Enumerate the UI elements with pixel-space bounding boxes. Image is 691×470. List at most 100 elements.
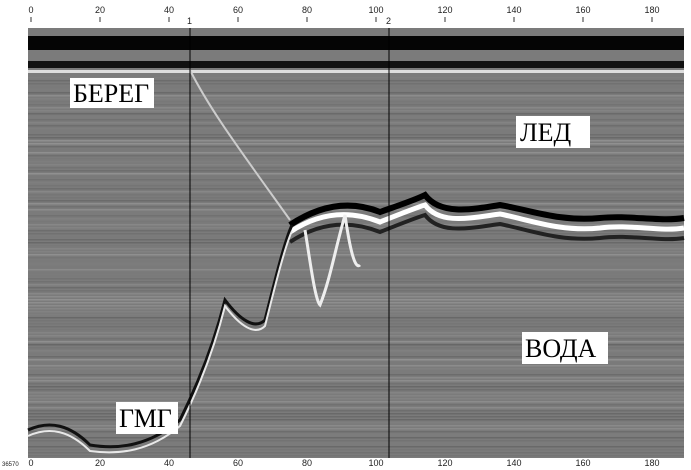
- stripe: [28, 311, 684, 313]
- top-tick-label: 140: [506, 5, 521, 15]
- top-tick-label: 80: [302, 5, 312, 15]
- stripe: [28, 431, 684, 433]
- stripe: [28, 191, 684, 193]
- stripe: [28, 305, 684, 307]
- stripe: [28, 374, 684, 376]
- stripe: [28, 290, 684, 292]
- bottom-white: [27, 230, 293, 454]
- stripe: [28, 152, 684, 154]
- bottom-dark: [27, 224, 294, 449]
- stripe: [28, 248, 684, 250]
- stripe: [28, 164, 684, 166]
- top-tick-label: 0: [28, 5, 33, 15]
- top-tick-label: 40: [164, 5, 174, 15]
- stripe: [28, 380, 684, 382]
- stripe: [28, 434, 684, 436]
- stripe: [28, 323, 684, 325]
- label-box: [116, 402, 178, 434]
- stripe: [28, 86, 684, 88]
- bottom-tick-label: 140: [506, 458, 521, 468]
- stripe: [28, 281, 684, 283]
- stripe: [28, 209, 684, 211]
- stripe: [28, 137, 684, 139]
- stripe: [28, 446, 684, 448]
- stripe: [28, 422, 684, 424]
- stripe: [28, 95, 684, 97]
- stripe: [28, 200, 684, 202]
- stripe: [28, 338, 684, 340]
- stripe: [28, 371, 684, 373]
- stripe: [28, 284, 684, 286]
- stripe: [28, 317, 684, 319]
- stripe: [28, 149, 684, 151]
- label-box: [70, 78, 154, 108]
- stripe: [28, 359, 684, 361]
- file-id: 36570: [2, 462, 19, 468]
- ice-bottom-echo: [288, 212, 685, 244]
- stripe: [28, 176, 684, 178]
- ice-bottom-white: [288, 202, 685, 235]
- stripe: [28, 353, 684, 355]
- label-box: [522, 332, 608, 364]
- stripe: [28, 308, 684, 310]
- stripe: [28, 107, 684, 109]
- stripe: [28, 302, 684, 304]
- stripe: [28, 77, 684, 79]
- region-label: ВОДА: [525, 334, 597, 363]
- top-tick-label: 120: [437, 5, 452, 15]
- bottom-tick-label: 120: [437, 458, 452, 468]
- stripe: [28, 188, 684, 190]
- top-tick-label: 180: [644, 5, 659, 15]
- stripe: [28, 80, 684, 82]
- reflections: [303, 214, 362, 308]
- stripe: [28, 293, 684, 295]
- stripe: [28, 401, 684, 403]
- top-tick-label: 160: [575, 5, 590, 15]
- stripe: [28, 245, 684, 247]
- stripe: [28, 425, 684, 427]
- stripe: [28, 428, 684, 430]
- bottom-tick-label: 60: [233, 458, 243, 468]
- bottom-tick-label: 80: [302, 458, 312, 468]
- stripe: [28, 146, 684, 148]
- stripe: [28, 182, 684, 184]
- bottom-tick-label: 0: [28, 458, 33, 468]
- stripe: [28, 257, 684, 259]
- stripe: [28, 416, 684, 418]
- ice-bottom-dark: [288, 191, 685, 228]
- stripe: [28, 92, 684, 94]
- stripe: [28, 455, 684, 457]
- stripe: [28, 227, 684, 229]
- stripe: [28, 326, 684, 328]
- stripe: [28, 287, 684, 289]
- stripe: [28, 218, 684, 220]
- stripe: [28, 74, 684, 76]
- stripe: [28, 251, 684, 253]
- stripe: [28, 389, 684, 391]
- stripe: [28, 194, 684, 196]
- stripe: [28, 350, 684, 352]
- stripe: [28, 230, 684, 232]
- stripe: [28, 407, 684, 409]
- stripe: [28, 296, 684, 298]
- stripe: [28, 329, 684, 331]
- stripe: [28, 449, 684, 451]
- stripe: [28, 443, 684, 445]
- stripe: [28, 170, 684, 172]
- stripe: [28, 98, 684, 100]
- stripe: [28, 158, 684, 160]
- stripe: [28, 104, 684, 106]
- slope: [189, 69, 291, 221]
- label-box: [516, 116, 590, 148]
- stripes: [28, 74, 684, 457]
- stripe: [28, 83, 684, 85]
- stripe: [28, 266, 684, 268]
- stripe: [28, 128, 684, 130]
- stripe: [28, 419, 684, 421]
- stripe: [28, 404, 684, 406]
- region-label: ЛЕД: [520, 118, 572, 147]
- air-wave: [28, 36, 684, 50]
- stripe: [28, 242, 684, 244]
